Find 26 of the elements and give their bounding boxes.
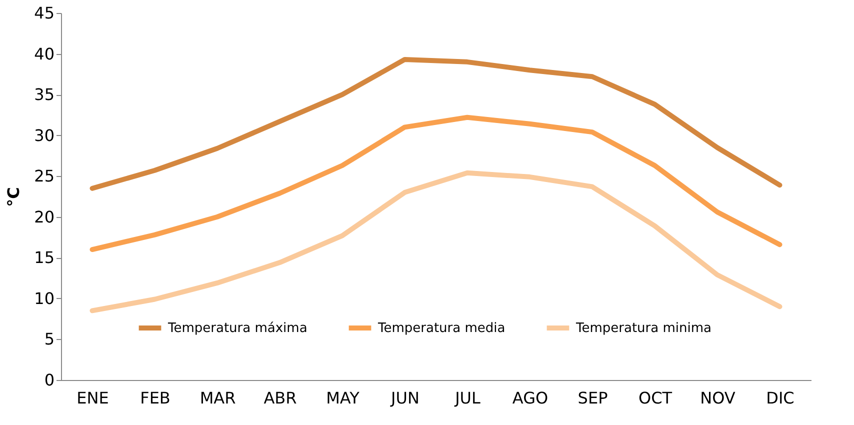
- x-tick-label: JUL: [454, 388, 481, 408]
- x-tick-label: MAY: [326, 388, 360, 408]
- legend-label: Temperatura media: [377, 320, 506, 336]
- y-tick-label: 35: [34, 85, 54, 104]
- x-tick-label: FEB: [140, 388, 170, 408]
- y-axis-title: °C: [4, 187, 24, 207]
- x-tick-label: SEP: [578, 388, 608, 408]
- x-tick-label: DIC: [766, 388, 794, 408]
- y-tick-label: 40: [34, 44, 54, 64]
- y-tick-label: 25: [34, 166, 54, 186]
- x-tick-label: AGO: [512, 388, 548, 408]
- y-tick-label: 15: [34, 248, 54, 268]
- x-tick-label: ABR: [264, 388, 297, 408]
- x-tick-label: ENE: [76, 388, 109, 408]
- x-tick-label: MAR: [200, 388, 236, 408]
- x-tick-label: NOV: [700, 388, 736, 408]
- y-tick-label: 10: [34, 288, 54, 308]
- y-tick-label: 30: [34, 126, 54, 145]
- y-tick-label: 45: [34, 4, 54, 22]
- x-tick-label: OCT: [638, 388, 672, 408]
- legend-label: Temperatura minima: [575, 320, 712, 336]
- x-tick-label: JUN: [390, 388, 420, 408]
- y-tick-label: 0: [44, 370, 54, 390]
- legend-label: Temperatura máxima: [167, 320, 308, 336]
- y-tick-label: 5: [44, 330, 54, 349]
- y-tick-label: 20: [34, 207, 54, 226]
